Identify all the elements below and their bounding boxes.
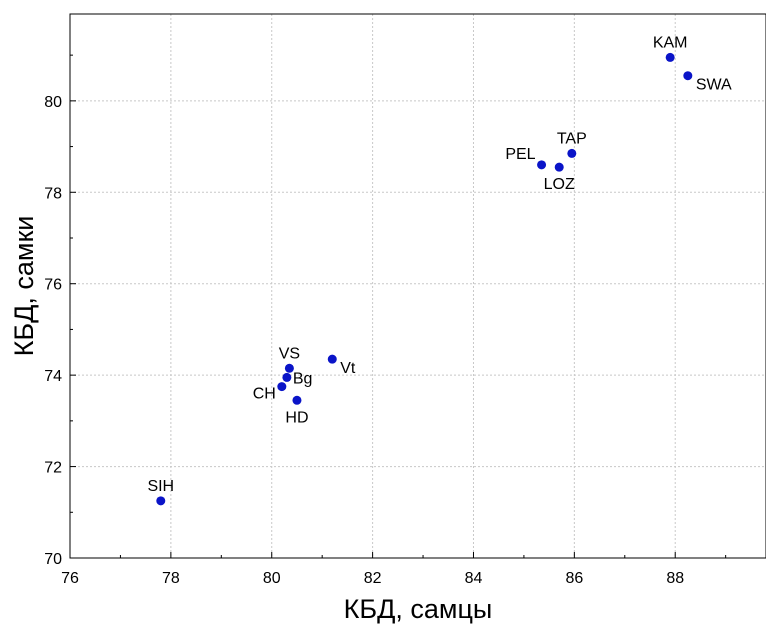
axis-ticks: 76 78 80 82 84 86 88 70 72 74 76 78 80	[44, 54, 727, 587]
point-label: LOZ	[544, 176, 575, 193]
point-label: Vt	[340, 360, 356, 377]
y-tick-label: 72	[44, 460, 62, 477]
data-point	[683, 71, 693, 81]
data-point	[292, 395, 302, 405]
data-points: KAM SWA TAP PEL LOZ Vt VS Bg CH HD SIH	[147, 34, 732, 506]
point-label: HD	[285, 409, 308, 426]
x-tick-label: 82	[364, 570, 382, 587]
point-label: CH	[253, 386, 276, 403]
data-point	[277, 382, 287, 392]
y-tick-label: 70	[44, 551, 62, 568]
data-point	[554, 162, 564, 172]
y-axis-title: КБД, самки	[9, 216, 39, 357]
x-tick-label: 78	[162, 570, 180, 587]
x-tick-label: 88	[666, 570, 684, 587]
x-axis-title: КБД, самцы	[344, 594, 493, 624]
grid	[70, 14, 766, 558]
data-point	[665, 52, 675, 62]
plot-frame	[69, 13, 766, 559]
data-point	[327, 354, 337, 364]
data-point	[156, 496, 166, 506]
data-point	[537, 160, 547, 170]
data-point	[567, 148, 577, 158]
x-tick-label: 76	[61, 570, 79, 587]
y-tick-label: 76	[44, 277, 62, 294]
x-tick-label: 84	[465, 570, 483, 587]
point-label: SWA	[696, 77, 732, 94]
y-tick-label: 74	[44, 368, 62, 385]
point-label: SIH	[147, 478, 174, 495]
point-label: KAM	[653, 34, 688, 51]
y-tick-label: 80	[44, 94, 62, 111]
x-tick-label: 80	[263, 570, 281, 587]
x-tick-label: 86	[565, 570, 583, 587]
point-label: PEL	[505, 146, 535, 163]
data-point	[284, 363, 294, 373]
point-label: TAP	[557, 130, 587, 147]
point-label: VS	[279, 345, 300, 362]
y-tick-label: 78	[44, 185, 62, 202]
point-label: Bg	[293, 370, 313, 387]
data-point	[282, 372, 292, 382]
